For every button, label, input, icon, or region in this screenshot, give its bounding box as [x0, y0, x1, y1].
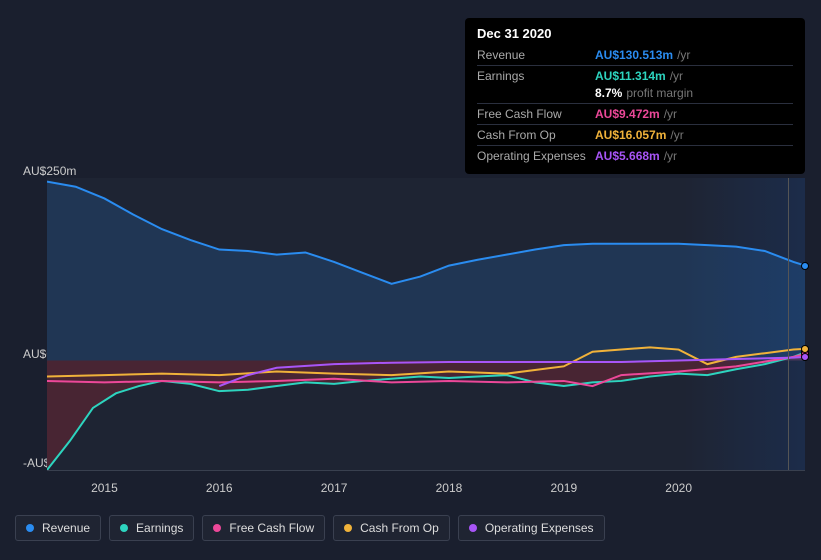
- tooltip-label: Earnings: [477, 69, 595, 83]
- plot-area[interactable]: [47, 178, 805, 470]
- y-axis-label: AU$250m: [23, 164, 76, 178]
- legend-dot-icon: [213, 524, 221, 532]
- tooltip-value: AU$16.057m: [595, 128, 666, 142]
- legend-item[interactable]: Free Cash Flow: [202, 515, 325, 541]
- legend-dot-icon: [120, 524, 128, 532]
- tooltip-value: AU$9.472m: [595, 107, 660, 121]
- legend-dot-icon: [26, 524, 34, 532]
- tooltip-row: EarningsAU$11.314m/yr: [477, 65, 793, 86]
- legend-dot-icon: [344, 524, 352, 532]
- tooltip-label: Operating Expenses: [477, 149, 595, 163]
- tooltip-suffix: /yr: [664, 107, 677, 121]
- x-axis-label: 2018: [436, 481, 463, 495]
- tooltip-value: 8.7%: [595, 86, 622, 100]
- legend-label: Earnings: [136, 521, 183, 535]
- x-axis-label: 2020: [665, 481, 692, 495]
- tooltip-row: Cash From OpAU$16.057m/yr: [477, 124, 793, 145]
- x-axis-label: 2017: [321, 481, 348, 495]
- legend-label: Free Cash Flow: [229, 521, 314, 535]
- x-axis-label: 2016: [206, 481, 233, 495]
- legend-item[interactable]: Earnings: [109, 515, 194, 541]
- legend-label: Operating Expenses: [485, 521, 594, 535]
- gridline: [47, 470, 805, 471]
- tooltip-value: AU$5.668m: [595, 149, 660, 163]
- tooltip-suffix: profit margin: [626, 86, 693, 100]
- x-axis-label: 2015: [91, 481, 118, 495]
- chart-area[interactable]: AU$250mAU$0-AU$150m 20152016201720182019…: [15, 155, 805, 495]
- tooltip-suffix: /yr: [670, 128, 683, 142]
- tooltip-suffix: /yr: [677, 48, 690, 62]
- x-axis-label: 2019: [550, 481, 577, 495]
- legend: Revenue Earnings Free Cash Flow Cash From O…: [15, 515, 605, 541]
- legend-item[interactable]: Cash From Op: [333, 515, 450, 541]
- tooltip-row: Operating ExpensesAU$5.668m/yr: [477, 145, 793, 166]
- series-marker: [801, 262, 809, 270]
- legend-dot-icon: [469, 524, 477, 532]
- tooltip-suffix: /yr: [670, 69, 683, 83]
- plot-svg: [47, 178, 805, 470]
- tooltip-suffix: /yr: [664, 149, 677, 163]
- tooltip-label: Revenue: [477, 48, 595, 62]
- legend-label: Revenue: [42, 521, 90, 535]
- hover-line: [788, 178, 789, 470]
- series-marker: [801, 345, 809, 353]
- tooltip-label: Cash From Op: [477, 128, 595, 142]
- tooltip-value: AU$11.314m: [595, 69, 666, 83]
- tooltip-row: 8.7% profit margin: [477, 86, 793, 103]
- legend-item[interactable]: Operating Expenses: [458, 515, 605, 541]
- tooltip-rows: RevenueAU$130.513m/yrEarningsAU$11.314m/…: [477, 45, 793, 166]
- tooltip-label: Free Cash Flow: [477, 107, 595, 121]
- tooltip-date: Dec 31 2020: [477, 26, 793, 41]
- series-marker: [801, 353, 809, 361]
- chart-container: Dec 31 2020 RevenueAU$130.513m/yrEarning…: [0, 0, 821, 560]
- data-tooltip: Dec 31 2020 RevenueAU$130.513m/yrEarning…: [465, 18, 805, 174]
- tooltip-row: Free Cash FlowAU$9.472m/yr: [477, 103, 793, 124]
- tooltip-row: RevenueAU$130.513m/yr: [477, 45, 793, 65]
- tooltip-value: AU$130.513m: [595, 48, 673, 62]
- legend-item[interactable]: Revenue: [15, 515, 101, 541]
- legend-label: Cash From Op: [360, 521, 439, 535]
